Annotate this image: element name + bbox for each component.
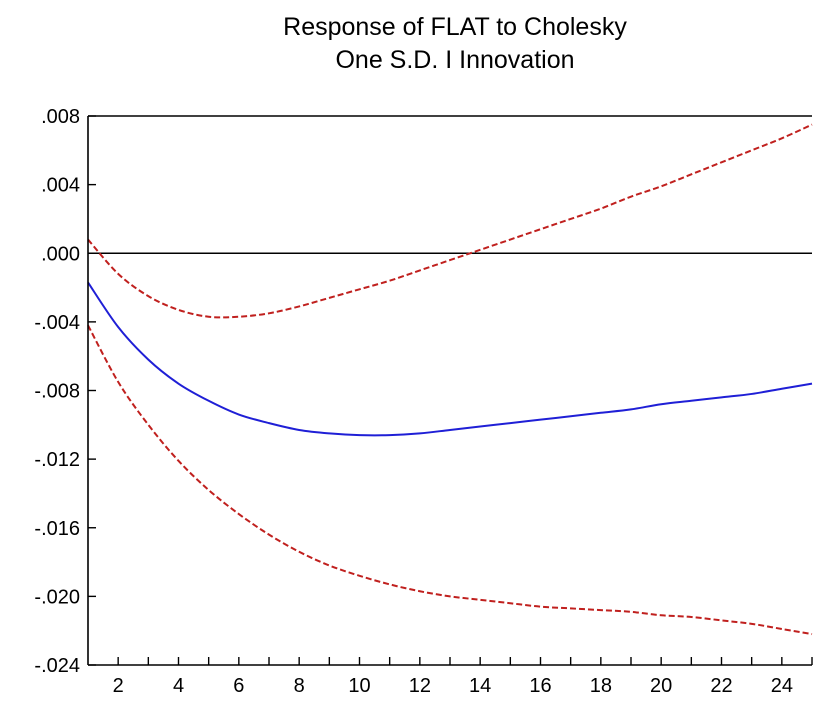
x-tick-label: 24	[771, 675, 793, 697]
x-tick-label: 12	[409, 675, 431, 697]
chart-title-line-1: Response of FLAT to Cholesky	[283, 13, 627, 41]
chart-title-line-2: One S.D. I Innovation	[335, 46, 574, 74]
plot-series	[87, 123, 813, 636]
y-tick-label: -.020	[34, 586, 80, 608]
plot-axes	[87, 115, 812, 666]
x-tick-label: 4	[173, 675, 184, 697]
x-tick-label: 18	[590, 675, 612, 697]
x-tick-label: 2	[113, 675, 124, 697]
x-tick-label: 22	[710, 675, 732, 697]
y-tick-label: -.024	[34, 655, 80, 677]
series-lower-band	[87, 324, 813, 636]
x-tick-label: 20	[650, 675, 672, 697]
y-tick-label: .008	[41, 106, 80, 128]
y-tick-label: -.008	[34, 381, 80, 403]
x-axis-ticks: 2 4 6 8 10 12 14 16 18 20 22 24	[113, 657, 813, 697]
y-tick-label: -.004	[34, 312, 80, 334]
series-impulse-response	[87, 281, 813, 437]
y-tick-label: -.012	[34, 449, 80, 471]
x-tick-label: 14	[469, 675, 491, 697]
x-tick-label: 16	[529, 675, 551, 697]
x-tick-label: 10	[348, 675, 370, 697]
x-tick-label: 8	[294, 675, 305, 697]
y-axis-ticks: .008 .004 .000 -.004 -.008 -.012 -.016 -.020 -.0…	[34, 106, 96, 677]
y-tick-label: .004	[41, 175, 80, 197]
x-tick-label: 6	[233, 675, 244, 697]
y-tick-label: -.016	[34, 518, 80, 540]
series-upper-band	[87, 123, 813, 319]
chart-title: Response of FLAT to Cholesky One S.D. I …	[283, 13, 627, 74]
y-tick-label: .000	[41, 243, 80, 265]
